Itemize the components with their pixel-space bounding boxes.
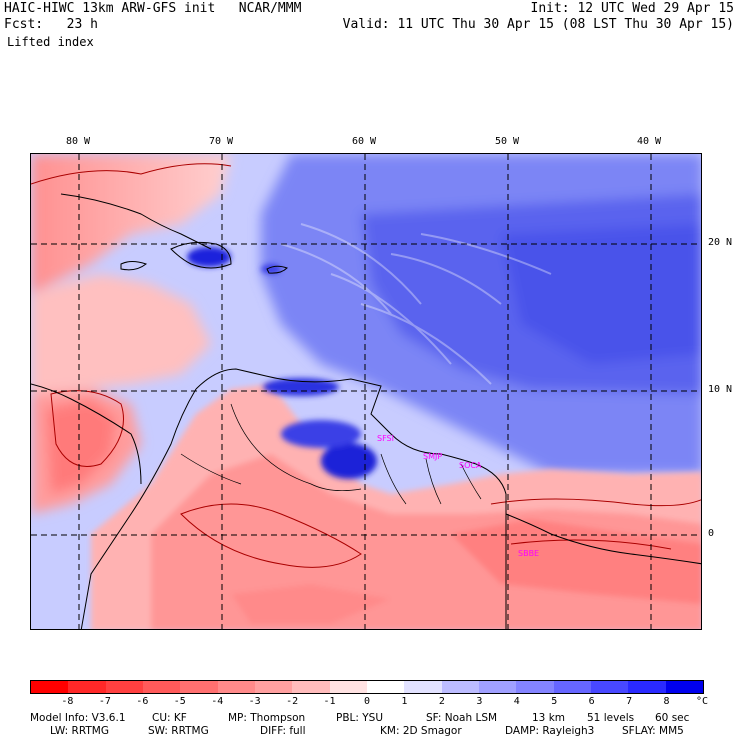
colorbar-segment (590, 681, 629, 693)
footer-timestep: 60 sec (655, 712, 690, 724)
lon-label-80w: 80 W (66, 136, 91, 147)
footer-km: KM: 2D Smagor (380, 725, 462, 737)
footer-sw: SW: RRTMG (148, 725, 209, 737)
country-borders (180, 403, 482, 505)
colorbar-tick-label: -3 (248, 696, 261, 707)
forecast-hour: Fcst: 23 h (4, 17, 98, 32)
graticule (31, 154, 701, 629)
colorbar-tick-label: -6 (136, 696, 149, 707)
lat-label-20n: 20 N (708, 237, 733, 248)
colorbar-segment (180, 681, 218, 693)
colorbar-segment (105, 681, 143, 693)
colorbar-segment (553, 681, 591, 693)
footer-levels: 51 levels (587, 712, 635, 724)
colorbar-tick-label: 7 (626, 696, 633, 707)
unstable-region-west (31, 154, 231, 514)
footer-pbl: PBL: YSU (336, 712, 384, 724)
footer-model-info: Model Info: V3.6.1 (30, 712, 126, 724)
colorbar-tick-label: -4 (211, 696, 224, 707)
colorbar-tick-label: -1 (323, 696, 336, 707)
colorbar-segment (68, 681, 106, 693)
colorbar-tick-label: -7 (98, 696, 111, 707)
colorbar-tick-label: 3 (476, 696, 483, 707)
footer-resolution: 13 km (532, 712, 566, 724)
footer-damp: DAMP: Rayleigh3 (505, 725, 595, 737)
colorbar-segment (441, 681, 479, 693)
colorbar-segment (404, 681, 442, 693)
footer-mp: MP: Thompson (228, 712, 306, 724)
lon-label-60w: 60 W (352, 136, 377, 147)
colorbar-tick-label: 4 (513, 696, 520, 707)
colorbar-segment (292, 681, 330, 693)
model-title: HAIC-HIWC 13km ARW-GFS init NCAR/MMM (4, 1, 302, 16)
colorbar-segment (329, 681, 367, 693)
colorbar-segment (516, 681, 554, 693)
station-sbbe: SBBE (518, 549, 539, 558)
station-sfsi: SFSI (377, 434, 394, 443)
colorbar-segment (254, 681, 293, 693)
lat-label-10n: 10 N (708, 384, 733, 395)
colorbar-tick-label: 8 (663, 696, 670, 707)
lifted-index-map: SFSI SMJP SOCA SBBE (30, 153, 702, 630)
colorbar-segment (31, 681, 69, 693)
lon-label-50w: 50 W (495, 136, 520, 147)
colorbar-tick-label: 5 (551, 696, 558, 707)
strong-stable-cores (187, 247, 377, 479)
negative-contours (31, 163, 701, 568)
cloud-streaks (280, 223, 552, 385)
colorbar-unit: °C (696, 696, 709, 707)
station-soca: SOCA (459, 461, 482, 470)
colorbar-segment (142, 681, 181, 693)
colorbar-tick-label: 6 (588, 696, 595, 707)
colorbar-tick-label: 1 (401, 696, 408, 707)
footer-lw: LW: RRTMG (50, 725, 109, 737)
colorbar-tick-label: -8 (61, 696, 74, 707)
footer-diff: DIFF: full (260, 725, 306, 737)
unstable-region-south (91, 384, 701, 629)
colorbar-segment (665, 681, 703, 693)
station-smjp: SMJP (423, 452, 442, 461)
map-canvas: SFSI SMJP SOCA SBBE (31, 154, 701, 629)
colorbar (30, 680, 704, 694)
footer-sflay: SFLAY: MM5 (622, 725, 684, 737)
colorbar-tick-label: -5 (173, 696, 186, 707)
colorbar-segment (217, 681, 255, 693)
footer-cu: CU: KF (152, 712, 187, 724)
lon-label-70w: 70 W (209, 136, 234, 147)
colorbar-tick-label: 2 (438, 696, 445, 707)
colorbar-tick-label: -2 (286, 696, 299, 707)
field-name: Lifted index (7, 35, 94, 49)
lat-label-0: 0 (708, 528, 715, 539)
colorbar-segment (628, 681, 666, 693)
init-time: Init: 12 UTC Wed 29 Apr 15 (530, 1, 735, 16)
colorbar-segment (366, 681, 405, 693)
colorbar-segment (478, 681, 517, 693)
footer-sf: SF: Noah LSM (426, 712, 498, 724)
valid-time: Valid: 11 UTC Thu 30 Apr 15 (08 LST Thu … (342, 17, 734, 32)
colorbar-tick-label: 0 (363, 696, 371, 707)
lon-label-40w: 40 W (637, 136, 662, 147)
